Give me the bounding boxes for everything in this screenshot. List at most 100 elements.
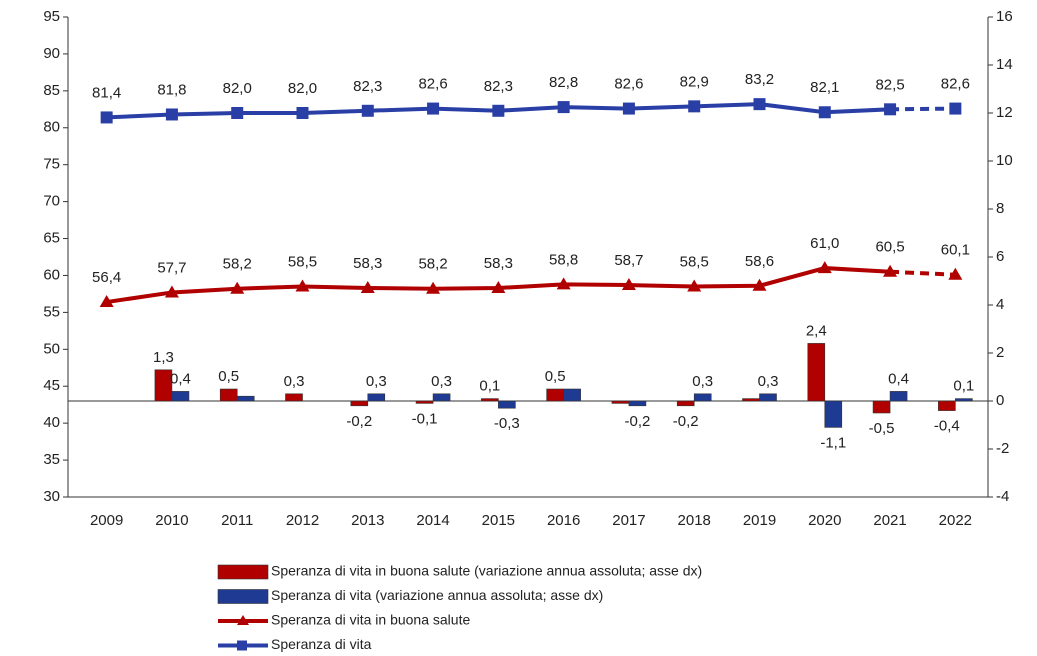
bar-value-label: -1,1	[820, 434, 846, 451]
bar	[676, 400, 695, 407]
marker	[687, 279, 702, 292]
line-value-label: 58,5	[288, 254, 317, 271]
line-value-label: 82,5	[875, 76, 904, 93]
marker	[100, 111, 113, 124]
line-value-label: 58,3	[353, 255, 382, 272]
marker	[360, 281, 375, 294]
x-tick-label: 2019	[743, 512, 776, 529]
bar	[693, 393, 712, 402]
marker	[492, 104, 505, 117]
bar	[889, 391, 908, 402]
y2-tick-label: 16	[996, 8, 1013, 25]
bar	[872, 400, 891, 414]
y2-tick-label: 0	[996, 392, 1004, 409]
bar	[824, 400, 843, 428]
bar	[432, 393, 451, 402]
marker	[948, 267, 963, 280]
y2-tick-label: -2	[996, 440, 1009, 457]
bar-value-label: -0,5	[869, 420, 895, 437]
y-tick-label: 45	[43, 377, 60, 394]
marker	[165, 108, 178, 121]
y2-tick-label: 6	[996, 248, 1004, 265]
marker	[817, 261, 832, 274]
y2-tick-label: 4	[996, 296, 1004, 313]
y2-tick-label: 14	[996, 56, 1013, 73]
marker	[753, 98, 766, 111]
y2-tick-label: 8	[996, 200, 1004, 217]
y2-tick-label: 10	[996, 152, 1013, 169]
bar	[611, 400, 630, 404]
bar	[759, 393, 777, 402]
marker	[883, 264, 898, 277]
bar-value-label: 0,5	[218, 368, 239, 385]
y-tick-label: 55	[43, 303, 60, 320]
line-value-label: 58,2	[418, 256, 447, 273]
bar-value-label: 0,1	[479, 378, 500, 395]
marker	[99, 295, 114, 308]
y-tick-label: 40	[43, 414, 60, 431]
bar-value-label: -0,2	[624, 413, 650, 430]
line-value-label: 56,4	[92, 269, 121, 286]
x-tick-label: 2018	[678, 512, 711, 529]
bar	[563, 388, 581, 402]
line-value-label: 82,0	[288, 80, 317, 97]
x-tick-label: 2011	[221, 512, 253, 529]
bar-value-label: 0,1	[953, 378, 974, 395]
line-value-label: 58,3	[484, 255, 513, 272]
bar	[367, 393, 386, 402]
line-value-label: 83,2	[745, 71, 774, 88]
marker	[884, 103, 897, 116]
x-tick-label: 2012	[286, 512, 319, 529]
bar	[742, 398, 760, 402]
line-dashed	[890, 106, 956, 112]
legend-label: Speranza di vita in buona salute	[271, 612, 470, 628]
marker	[556, 277, 571, 290]
bar-value-label: 2,4	[806, 322, 827, 339]
marker	[621, 278, 636, 291]
bar-value-label: 0,4	[170, 370, 191, 387]
bar	[628, 400, 647, 407]
bar	[236, 395, 255, 402]
y2-tick-label: -4	[996, 488, 1009, 505]
bar-value-label: 0,3	[366, 373, 387, 390]
line-value-label: 82,8	[549, 74, 578, 91]
line-value-label: 82,0	[223, 80, 252, 97]
line-value-label: 57,7	[157, 259, 186, 276]
x-tick-label: 2013	[351, 512, 384, 529]
line-value-label: 81,4	[92, 84, 121, 101]
line-value-label: 82,3	[484, 78, 513, 95]
y-tick-label: 60	[43, 266, 60, 283]
bar	[415, 400, 434, 404]
bar-value-label: -0,2	[346, 413, 372, 430]
bar-value-label: -0,2	[673, 413, 699, 430]
marker	[230, 281, 245, 294]
x-tick-label: 2009	[90, 512, 123, 529]
line-value-label: 82,9	[680, 73, 709, 90]
legend-swatch	[217, 564, 269, 580]
y-tick-label: 65	[43, 230, 60, 247]
y-tick-label: 35	[43, 451, 60, 468]
line-value-label: 82,6	[614, 76, 643, 93]
marker	[164, 285, 179, 298]
bar	[171, 391, 190, 402]
x-tick-label: 2020	[808, 512, 841, 529]
x-tick-label: 2022	[939, 512, 972, 529]
marker	[427, 102, 440, 115]
y-tick-label: 75	[43, 156, 60, 173]
x-tick-label: 2010	[155, 512, 188, 529]
bar	[219, 388, 238, 402]
line-value-label: 81,8	[157, 81, 186, 98]
bar	[498, 400, 516, 409]
bar	[938, 400, 956, 411]
x-tick-label: 2015	[482, 512, 515, 529]
marker	[295, 279, 310, 292]
y-tick-label: 50	[43, 340, 60, 357]
x-tick-label: 2017	[612, 512, 645, 529]
bar-value-label: 0,3	[284, 373, 305, 390]
legend-marker	[237, 640, 247, 651]
legend-swatch	[217, 589, 269, 604]
bar-value-label: 0,4	[888, 370, 909, 387]
y2-tick-label: 12	[996, 104, 1013, 121]
y-tick-label: 95	[43, 8, 60, 25]
line-value-label: 58,6	[745, 253, 774, 270]
